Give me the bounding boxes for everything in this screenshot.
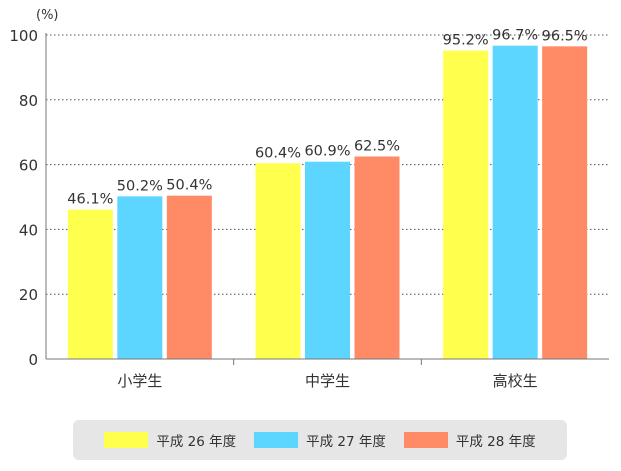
legend-label-2: 平成 28 年度 [455, 434, 536, 450]
bar-2-1 [492, 45, 538, 359]
x-category-label-0: 小学生 [117, 372, 162, 390]
legend-swatch-2 [403, 432, 448, 448]
bar-0-1 [117, 196, 163, 359]
legend-item-2: 平成 28 年度 [403, 430, 536, 450]
data-label-0-2: 50.4% [166, 178, 212, 194]
bar-chart: (%) 46.1%50.2% 50.4%60.4% 60.9% 62.5%95.2% 9… [9, 8, 609, 390]
y-tick-label-2: 40 [19, 221, 38, 239]
bars [67, 45, 588, 360]
bar-1-0 [255, 163, 301, 359]
data-label-2-1: 96.7% [492, 28, 538, 44]
data-label-1-1: 60.9% [304, 144, 350, 160]
legend-label-0: 平成 26 年度 [156, 434, 237, 450]
legend-swatch-1 [254, 432, 299, 448]
bar-1-2 [354, 156, 400, 359]
bar-0-0 [67, 209, 113, 359]
data-labels: 46.1%50.2% 50.4% 60.4% 60.9% 62.5% 95.2% 96.7%… [67, 28, 587, 208]
legend-label-1: 平成 27 年度 [306, 434, 386, 450]
bar-2-0 [443, 50, 489, 359]
data-label-0-0: 46.1% [67, 192, 113, 208]
y-tick-label-1: 20 [19, 286, 38, 304]
y-tick-label-3: 60 [19, 157, 38, 175]
y-tick-label-4: 80 [19, 92, 38, 110]
y-unit-label: (%) [36, 8, 59, 23]
bar-2-2 [542, 46, 588, 360]
bar-1-1 [305, 161, 350, 359]
bar-0-2 [166, 195, 212, 359]
axes: 0 20 40 60 80 100 小学生 中学生 高校生 [9, 27, 609, 390]
legend: 平成 26 年度 平成 27 年度 平成 28 年度 [73, 420, 567, 460]
x-category-label-1: 中学生 [305, 372, 350, 390]
data-label-1-2: 62.5% [354, 139, 400, 155]
y-tick-label-0: 0 [28, 351, 38, 369]
data-label-2-0: 95.2% [443, 33, 489, 49]
legend-item-0: 平成 26 年度 [104, 430, 236, 450]
legend-swatch-0 [104, 432, 149, 448]
legend-item-1: 平成 27 年度 [254, 430, 386, 450]
data-label-1-0: 60.4% [255, 145, 301, 161]
x-category-label-2: 高校生 [493, 372, 538, 390]
data-label-0-1: 50.2% [117, 178, 163, 194]
data-label-2-2: 96.5% [542, 28, 588, 44]
y-tick-label-5: 100 [9, 27, 38, 45]
